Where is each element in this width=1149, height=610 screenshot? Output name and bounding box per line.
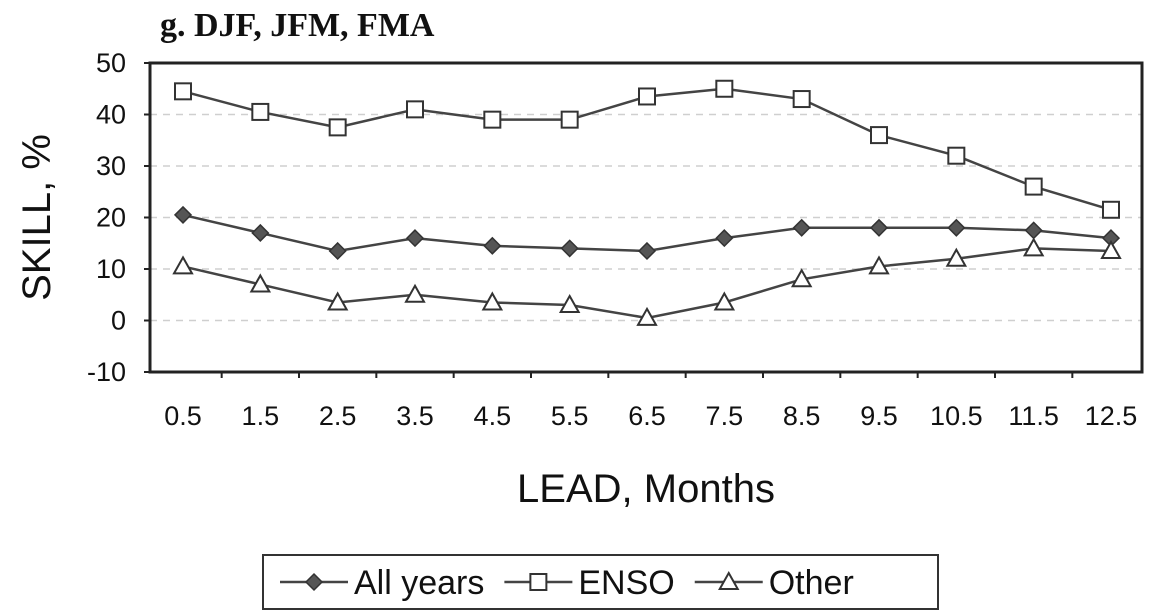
data-point-all-years [173,205,193,224]
legend-label-all-years: All years [354,564,484,602]
series-line-enso [182,87,1112,211]
y-tick-label: -10 [87,357,126,387]
x-tick-label: 8.5 [783,401,821,431]
data-point-other [404,283,426,303]
data-point-other [481,291,504,311]
x-tick-label: 2.5 [319,401,357,431]
data-point-enso [870,126,888,145]
data-point-all-years [405,229,425,248]
data-point-other [636,306,658,326]
y-tick-label: 50 [96,48,126,78]
data-point-enso [174,82,192,101]
data-point-enso [792,90,811,109]
x-tick-label: 7.5 [706,401,744,431]
x-tick-label: 1.5 [242,401,280,431]
data-point-all-years [483,236,502,255]
data-point-enso [328,118,347,137]
data-point-other [868,255,890,275]
y-tick-label: 10 [96,254,126,284]
x-tick-label: 9.5 [860,401,898,431]
chart-title: g. DJF, JFM, FMA [160,7,435,44]
y-axis-label: SKILL, % [15,134,59,301]
data-point-other [713,291,736,311]
data-point-all-years [637,241,657,261]
x-tick-label: 4.5 [474,401,512,431]
x-tick-label: 12.5 [1085,401,1138,431]
data-point-all-years [560,239,579,258]
data-point-other [249,273,272,293]
data-point-all-years [792,218,811,237]
x-tick-label: 0.5 [164,401,202,431]
x-tick-label: 5.5 [551,401,589,431]
axes: -10 0 10 20 30 40 50 0.5 1.5 2.5 3.5 4.5 5.5 6.5 7.5 8.… [87,48,1137,431]
data-point-all-years [715,229,734,248]
data-point-other [1100,239,1122,259]
legend-box [262,554,939,610]
data-point-enso [560,110,579,129]
data-point-enso [1024,177,1043,196]
x-tick-label: 10.5 [930,401,983,431]
y-tick-label: 30 [96,151,126,181]
data-point-enso [251,102,270,121]
x-tick-label: 11.5 [1008,401,1059,431]
x-tick-label: 6.5 [628,401,666,431]
legend-label-enso: ENSO [578,564,674,602]
y-tick-label: 20 [96,203,126,233]
y-tick-label: 40 [96,100,126,130]
legend-marker-all-years [304,572,324,592]
data-point-enso [406,100,424,119]
data-point-all-years [947,218,966,237]
series-lines [172,79,1122,326]
data-point-other [558,294,581,314]
data-point-other [790,268,813,288]
x-axis-label: LEAD, Months [517,467,775,511]
legend-marker-other [718,570,740,590]
grid-lines [150,113,1142,322]
data-point-all-years [328,241,347,261]
legend-label-other: Other [769,564,854,602]
x-tick-label: 3.5 [396,401,434,431]
data-point-other [172,255,194,275]
data-point-enso [638,87,656,106]
data-point-all-years [1024,221,1043,240]
data-point-enso [1102,200,1120,219]
data-point-other [326,291,349,311]
y-tick-label: 0 [111,306,126,336]
data-point-other [1022,237,1045,257]
legend: All years ENSO Other [262,554,939,610]
legend-marker-enso [529,573,548,591]
data-point-enso [947,146,966,165]
data-point-all-years [869,218,889,237]
data-point-enso [483,110,502,129]
data-point-all-years [251,223,270,243]
data-point-other [945,247,968,267]
data-point-enso [715,79,734,98]
